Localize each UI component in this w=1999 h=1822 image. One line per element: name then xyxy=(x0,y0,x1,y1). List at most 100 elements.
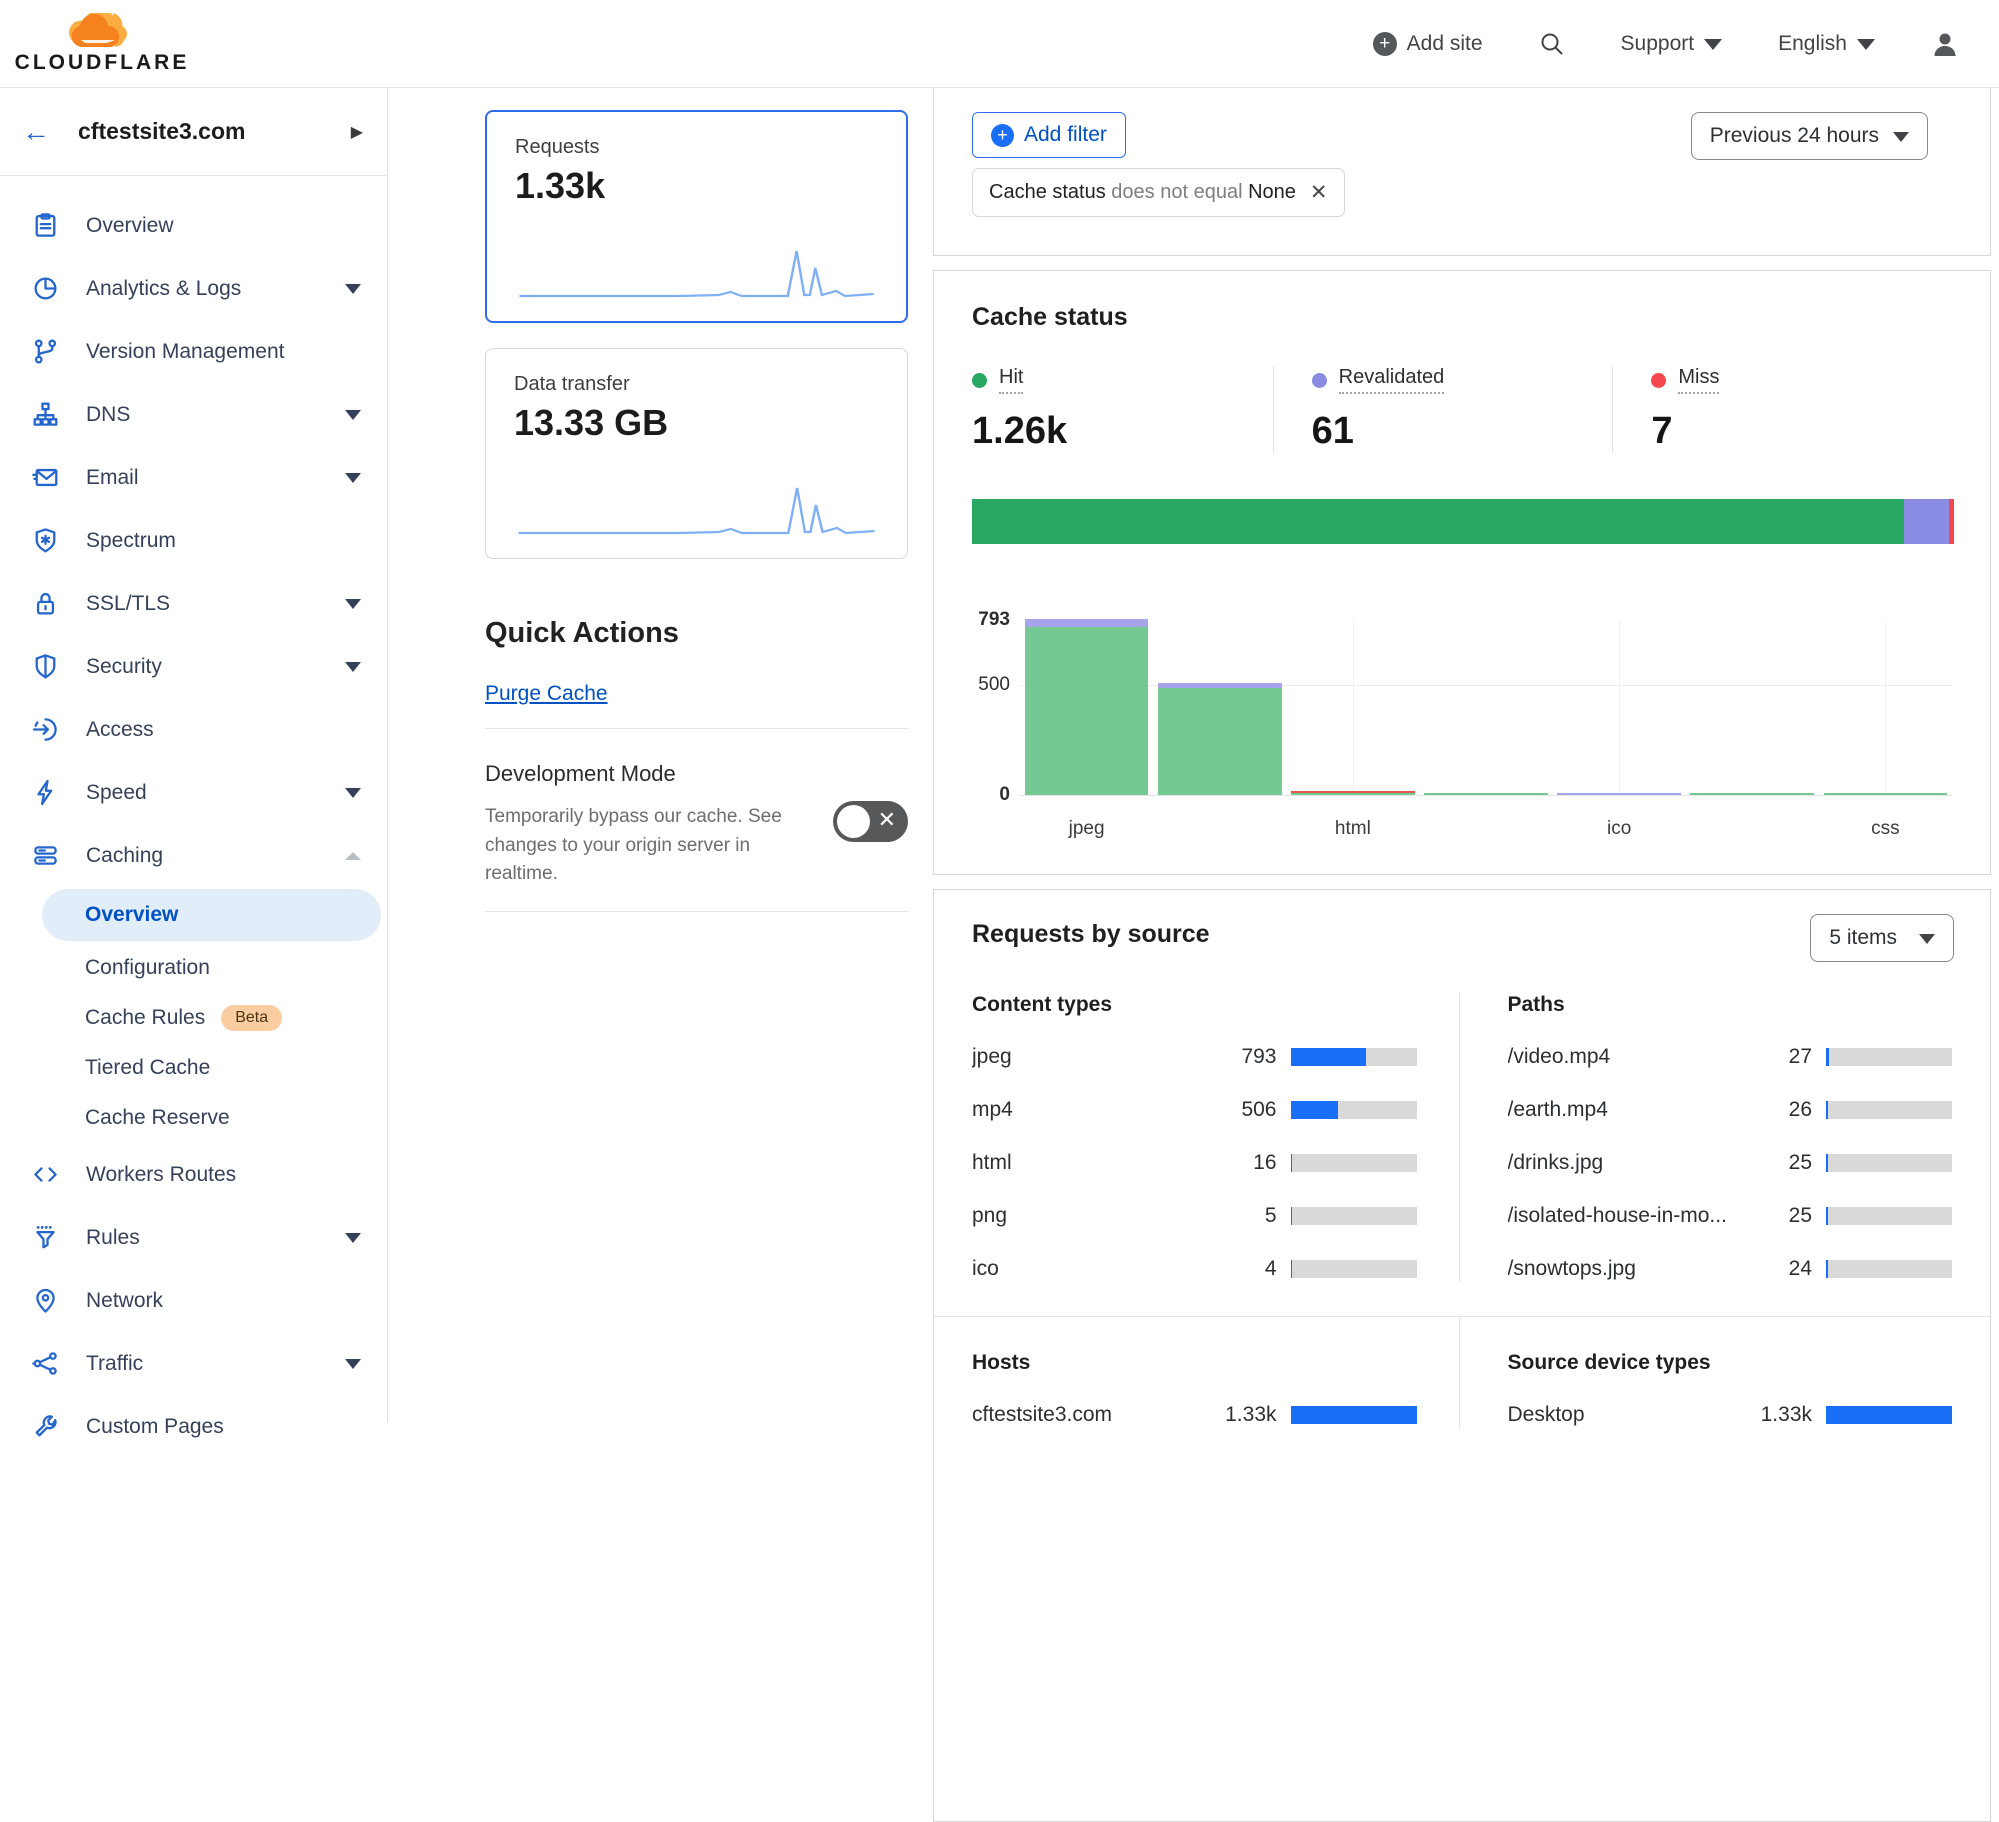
email-icon xyxy=(32,464,59,491)
beta-badge: Beta xyxy=(221,1005,282,1031)
sidebar-item-rules[interactable]: Rules xyxy=(0,1206,387,1269)
chevron-down-icon xyxy=(1704,39,1722,50)
purge-cache-link[interactable]: Purge Cache xyxy=(485,682,608,706)
source-row-label: Desktop xyxy=(1508,1403,1747,1427)
source-row-value: 24 xyxy=(1746,1257,1812,1281)
sidebar-subitem-cache-reserve[interactable]: Cache Reserve xyxy=(0,1093,387,1143)
source-row-label: /isolated-house-in-mo... xyxy=(1508,1204,1747,1228)
source-row-bar xyxy=(1826,1101,1952,1119)
source-row: Desktop 1.33k xyxy=(1508,1402,1953,1428)
chevron-down-icon xyxy=(345,599,361,609)
language-label: English xyxy=(1778,32,1847,56)
filter-chip-close-icon[interactable]: ✕ xyxy=(1310,180,1328,205)
filter-chip[interactable]: Cache status does not equal None ✕ xyxy=(972,168,1345,217)
sidebar-item-caching[interactable]: Caching xyxy=(0,824,387,887)
source-row-bar xyxy=(1291,1154,1417,1172)
source-row: /isolated-house-in-mo... 25 xyxy=(1508,1203,1953,1229)
cache-stat-value: 7 xyxy=(1651,410,1932,453)
add-site-label: Add site xyxy=(1407,32,1483,56)
server-icon xyxy=(32,842,59,869)
source-row-label: jpeg xyxy=(972,1045,1211,1069)
cloudflare-logo[interactable]: CLOUDFLARE xyxy=(22,13,182,75)
access-icon xyxy=(32,716,59,743)
sidebar-item-dns[interactable]: DNS xyxy=(0,383,387,446)
items-count-dropdown[interactable]: 5 items xyxy=(1810,914,1954,962)
source-column-paths: Paths/video.mp4 27 /earth.mp4 26 /drinks… xyxy=(1459,993,1953,1282)
site-switcher-caret-icon[interactable]: ▶ xyxy=(351,122,363,142)
source-row: mp4 506 xyxy=(972,1097,1417,1123)
source-row-bar xyxy=(1291,1048,1417,1066)
bar-segment-hit xyxy=(1291,793,1415,795)
sidebar-subitem-overview[interactable]: Overview xyxy=(42,889,381,941)
search-button[interactable] xyxy=(1539,31,1565,57)
sparkline xyxy=(515,241,878,303)
logo-wordmark: CLOUDFLARE xyxy=(15,51,190,75)
time-range-dropdown[interactable]: Previous 24 hours xyxy=(1691,112,1928,160)
support-menu[interactable]: Support xyxy=(1621,32,1723,56)
bar-segment-revalidated xyxy=(1557,793,1681,795)
x-axis-tick: html xyxy=(1335,818,1371,840)
filter-chip-operator: does not equal xyxy=(1111,181,1242,203)
add-filter-button[interactable]: + Add filter xyxy=(972,112,1126,158)
sidebar-subitem-label: Configuration xyxy=(85,956,210,980)
bar-segment-hit xyxy=(1824,793,1948,795)
sidebar-item-workers-routes[interactable]: Workers Routes xyxy=(0,1143,387,1206)
summary-card-value: 1.33k xyxy=(515,165,878,207)
sidebar-item-overview[interactable]: Overview xyxy=(0,194,387,257)
source-row: jpeg 793 xyxy=(972,1044,1417,1070)
source-row-bar xyxy=(1291,1101,1417,1119)
pie-chart-icon xyxy=(32,275,59,302)
chevron-down-icon xyxy=(1857,39,1875,50)
sidebar-item-email[interactable]: Email xyxy=(0,446,387,509)
sparkline xyxy=(514,478,879,540)
cache-stat-label[interactable]: Hit xyxy=(999,366,1023,394)
requests-by-source-title: Requests by source xyxy=(972,920,1952,949)
dns-icon xyxy=(32,401,59,428)
sidebar-item-version-management[interactable]: Version Management xyxy=(0,320,387,383)
sidebar-item-custom-pages[interactable]: Custom Pages xyxy=(0,1395,387,1458)
source-column-title: Hosts xyxy=(972,1351,1417,1375)
sidebar-nav: Overview Analytics & Logs Version Manage… xyxy=(0,176,387,1458)
sidebar-item-speed[interactable]: Speed xyxy=(0,761,387,824)
summary-card-data-transfer[interactable]: Data transfer 13.33 GB xyxy=(485,348,908,559)
stacked-segment-revalidated xyxy=(1904,499,1949,544)
sidebar-item-label: Spectrum xyxy=(86,529,176,553)
x-axis-tick: ico xyxy=(1607,818,1631,840)
dev-mode-toggle[interactable]: ✕ xyxy=(833,801,908,842)
chart-bar-html xyxy=(1291,791,1415,795)
sidebar-item-spectrum[interactable]: Spectrum xyxy=(0,509,387,572)
source-row-value: 16 xyxy=(1211,1151,1277,1175)
sidebar-subitem-tiered-cache[interactable]: Tiered Cache xyxy=(0,1043,387,1093)
add-filter-label: Add filter xyxy=(1024,123,1107,147)
dev-mode-description: Temporarily bypass our cache. See change… xyxy=(485,803,785,889)
back-arrow-icon[interactable]: ← xyxy=(22,118,50,146)
sidebar-item-traffic[interactable]: Traffic xyxy=(0,1332,387,1395)
sidebar-item-label: DNS xyxy=(86,403,130,427)
add-site-button[interactable]: + Add site xyxy=(1373,32,1483,56)
y-axis-tick: 500 xyxy=(978,674,1010,696)
sidebar-item-access[interactable]: Access xyxy=(0,698,387,761)
sidebar-item-analytics-logs[interactable]: Analytics & Logs xyxy=(0,257,387,320)
source-row-value: 1.33k xyxy=(1211,1403,1277,1427)
source-row-bar xyxy=(1826,1154,1952,1172)
pin-icon xyxy=(32,1287,59,1314)
sidebar-item-label: Workers Routes xyxy=(86,1163,236,1187)
summary-card-requests[interactable]: Requests 1.33k xyxy=(485,110,908,323)
language-menu[interactable]: English xyxy=(1778,32,1875,56)
cache-stat-label[interactable]: Miss xyxy=(1678,366,1719,394)
sidebar-item-security[interactable]: Security xyxy=(0,635,387,698)
code-icon xyxy=(32,1161,59,1188)
account-button[interactable] xyxy=(1931,30,1959,58)
sidebar-subitem-label: Tiered Cache xyxy=(85,1056,210,1080)
source-row-label: mp4 xyxy=(972,1098,1211,1122)
support-label: Support xyxy=(1621,32,1695,56)
sidebar-item-network[interactable]: Network xyxy=(0,1269,387,1332)
cloudflare-cloud-icon xyxy=(63,13,141,55)
sidebar-item-ssl-tls[interactable]: SSL/TLS xyxy=(0,572,387,635)
sidebar-subitem-configuration[interactable]: Configuration xyxy=(0,943,387,993)
chevron-down-icon xyxy=(345,1233,361,1243)
source-row-bar xyxy=(1826,1207,1952,1225)
cache-stat-label[interactable]: Revalidated xyxy=(1339,366,1445,394)
sidebar-item-label: Access xyxy=(86,718,154,742)
